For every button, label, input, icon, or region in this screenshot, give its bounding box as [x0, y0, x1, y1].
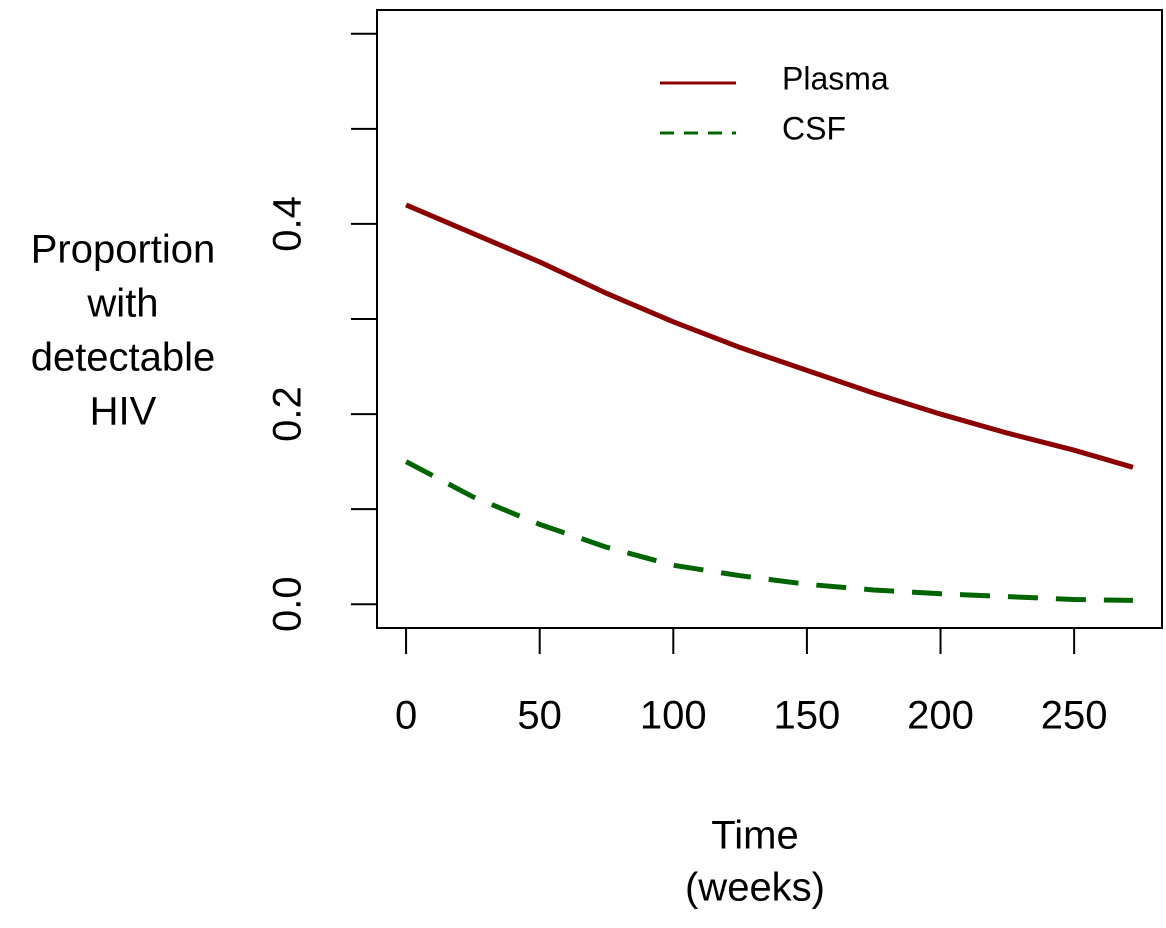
x-tick-label: 0 [395, 694, 417, 738]
legend-label: Plasma [782, 60, 889, 96]
y-axis-label: HIV [90, 390, 157, 434]
plot-frame [376, 9, 1163, 629]
x-tick-label: 150 [774, 694, 841, 738]
y-tick-label: 0.2 [266, 386, 310, 442]
y-tick-label: 0.4 [266, 196, 310, 252]
x-axis-label: Time [711, 814, 798, 858]
x-tick-label: 50 [517, 694, 562, 738]
y-axis-label: with [86, 282, 158, 326]
data-line [404, 459, 1133, 603]
y-tick-label: 0.0 [266, 576, 310, 632]
x-axis-label: (weeks) [685, 866, 825, 910]
x-tick-label: 250 [1041, 694, 1108, 738]
y-axis-label: detectable [31, 336, 216, 380]
y-axis-label: Proportion [31, 228, 216, 272]
x-tick-label: 200 [907, 694, 974, 738]
data-line [405, 202, 1134, 470]
legend-label: CSF [782, 110, 846, 146]
x-tick-label: 100 [640, 694, 707, 738]
